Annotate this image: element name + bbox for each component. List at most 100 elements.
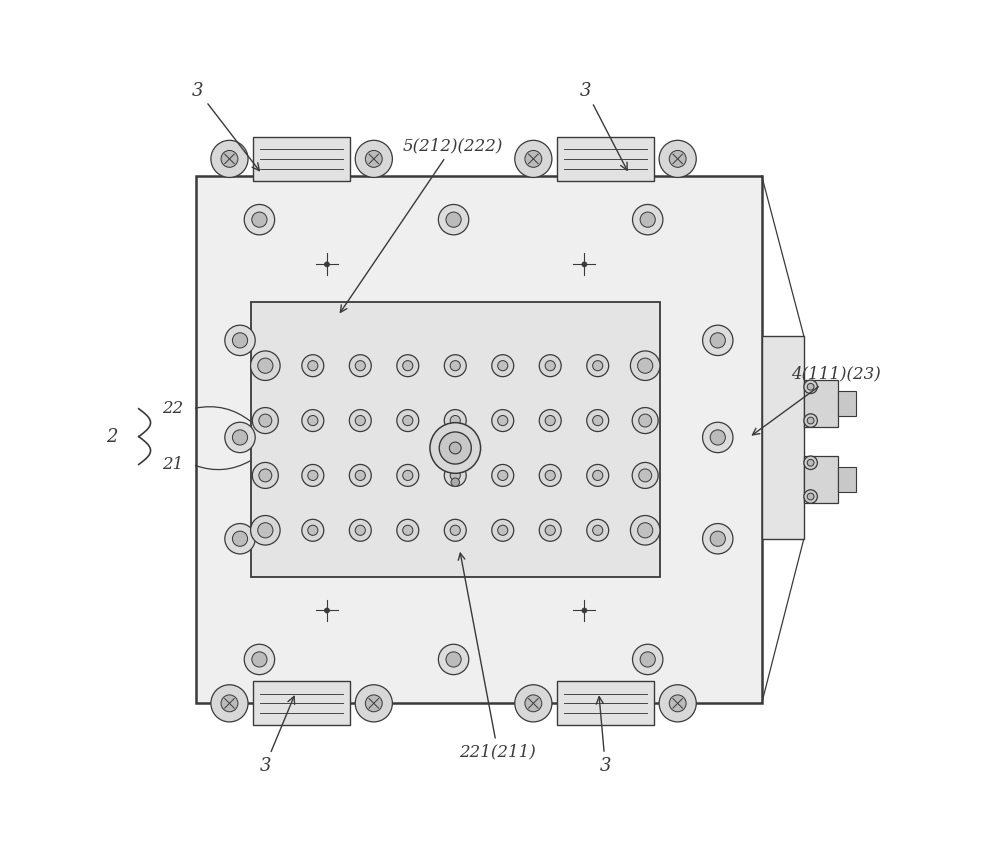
Circle shape [308, 470, 318, 480]
Circle shape [355, 141, 392, 178]
Circle shape [492, 409, 514, 432]
Circle shape [498, 360, 508, 371]
Circle shape [804, 414, 817, 427]
Circle shape [302, 519, 324, 541]
Circle shape [251, 516, 280, 545]
Circle shape [659, 141, 696, 178]
Circle shape [638, 523, 653, 538]
Circle shape [211, 141, 248, 178]
Text: 3: 3 [259, 697, 295, 775]
Circle shape [498, 470, 508, 480]
Circle shape [397, 464, 419, 486]
Circle shape [302, 354, 324, 377]
Circle shape [587, 464, 609, 486]
Circle shape [807, 493, 814, 500]
Circle shape [252, 652, 267, 667]
Circle shape [258, 358, 273, 373]
Circle shape [444, 464, 466, 486]
Circle shape [403, 525, 413, 535]
Text: 21: 21 [162, 456, 184, 473]
Circle shape [539, 464, 561, 486]
Circle shape [807, 459, 814, 466]
Circle shape [308, 415, 318, 426]
Circle shape [349, 409, 371, 432]
Circle shape [355, 415, 365, 426]
Bar [804, 380, 838, 427]
Circle shape [308, 360, 318, 371]
Circle shape [355, 685, 392, 722]
Circle shape [244, 644, 275, 674]
Circle shape [251, 351, 280, 380]
Circle shape [640, 212, 655, 227]
Bar [804, 456, 838, 504]
Circle shape [703, 325, 733, 355]
Circle shape [430, 423, 481, 474]
Circle shape [225, 523, 255, 554]
Circle shape [525, 695, 542, 712]
Bar [557, 137, 654, 181]
Text: 4(111)(23): 4(111)(23) [753, 366, 881, 435]
Circle shape [587, 354, 609, 377]
Circle shape [630, 351, 660, 380]
Circle shape [349, 354, 371, 377]
Circle shape [539, 409, 561, 432]
Bar [838, 391, 856, 416]
Circle shape [259, 469, 272, 482]
Circle shape [492, 464, 514, 486]
Circle shape [403, 360, 413, 371]
Circle shape [308, 525, 318, 535]
Circle shape [582, 262, 587, 267]
Circle shape [545, 360, 555, 371]
Text: 22: 22 [162, 400, 184, 417]
Circle shape [710, 333, 725, 348]
Circle shape [258, 523, 273, 538]
Text: 3: 3 [580, 82, 627, 170]
Circle shape [515, 141, 552, 178]
Circle shape [221, 695, 238, 712]
Circle shape [593, 525, 603, 535]
Circle shape [403, 470, 413, 480]
Circle shape [515, 685, 552, 722]
Bar [253, 681, 350, 725]
Circle shape [669, 695, 686, 712]
Circle shape [438, 204, 469, 235]
Circle shape [807, 417, 814, 424]
Circle shape [593, 470, 603, 480]
Circle shape [639, 414, 652, 427]
Circle shape [804, 380, 817, 394]
Bar [196, 176, 762, 704]
Circle shape [498, 415, 508, 426]
Text: 5(212)(222): 5(212)(222) [340, 137, 503, 312]
Circle shape [365, 150, 382, 167]
Circle shape [525, 150, 542, 167]
Circle shape [444, 519, 466, 541]
Circle shape [355, 525, 365, 535]
Circle shape [365, 695, 382, 712]
Circle shape [225, 325, 255, 355]
Circle shape [355, 360, 365, 371]
Circle shape [349, 519, 371, 541]
Bar [762, 336, 804, 539]
Circle shape [450, 415, 460, 426]
Circle shape [545, 525, 555, 535]
Circle shape [259, 414, 272, 427]
Circle shape [324, 262, 329, 267]
Circle shape [450, 525, 460, 535]
Circle shape [593, 415, 603, 426]
Circle shape [539, 354, 561, 377]
Circle shape [438, 644, 469, 674]
Circle shape [252, 408, 278, 433]
Circle shape [804, 490, 817, 504]
Bar [838, 467, 856, 492]
Circle shape [659, 685, 696, 722]
Circle shape [587, 519, 609, 541]
Circle shape [252, 212, 267, 227]
Circle shape [302, 464, 324, 486]
Circle shape [397, 354, 419, 377]
Circle shape [446, 652, 461, 667]
Circle shape [640, 652, 655, 667]
Circle shape [807, 384, 814, 390]
Circle shape [232, 430, 248, 445]
Circle shape [232, 333, 248, 348]
Circle shape [444, 409, 466, 432]
